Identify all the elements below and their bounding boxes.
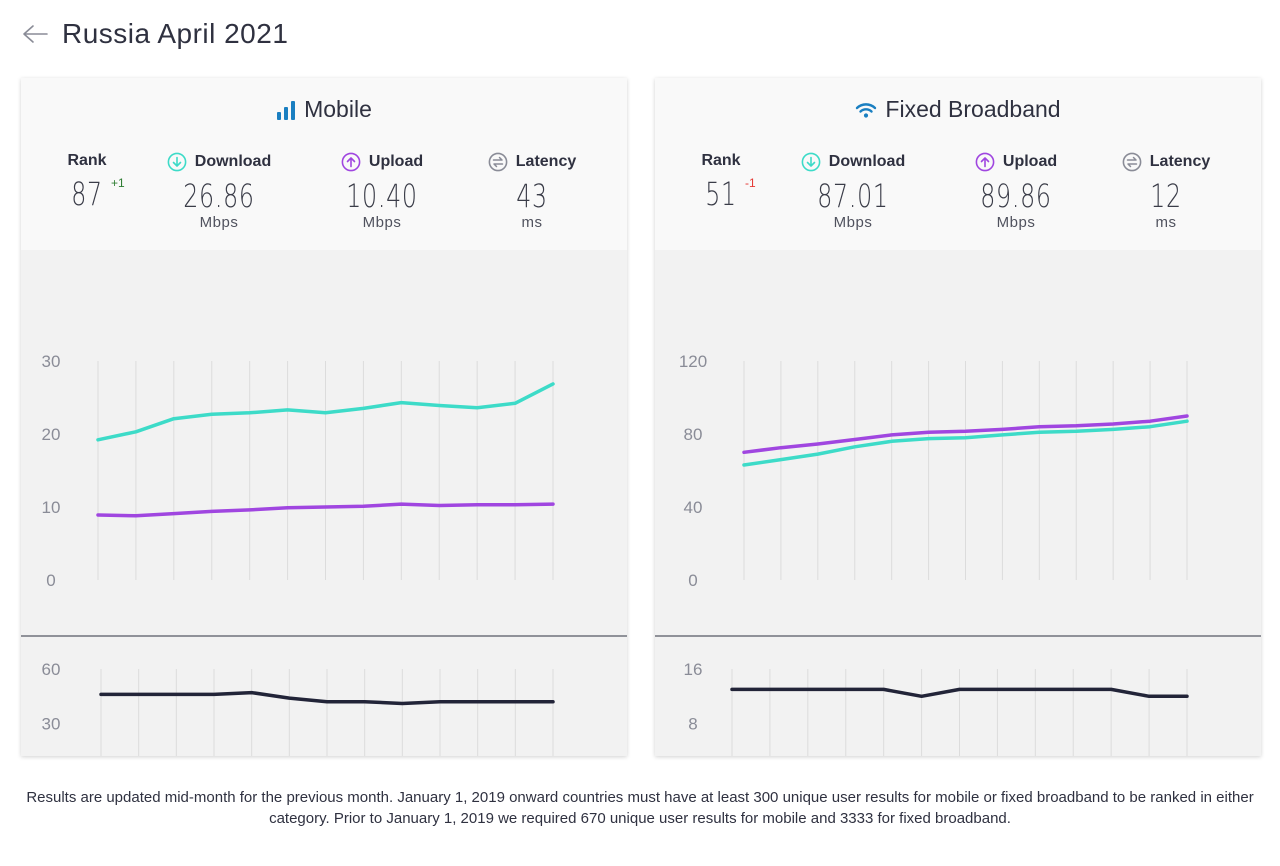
latency-icon — [1122, 152, 1142, 172]
mobile-latency-y-tick-label: 60 — [42, 660, 61, 679]
mobile-latency: Latency 43 ms — [479, 152, 585, 231]
mobile-latency-y-tick-label: 30 — [42, 715, 61, 734]
page-title: Russia April 2021 — [62, 18, 289, 49]
mobile-download-unit: Mbps — [199, 214, 239, 231]
mobile-download-value: 26.86 — [183, 177, 255, 215]
fixed-speed-download-line — [742, 419, 1189, 467]
fixed-upload-unit: Mbps — [996, 214, 1036, 231]
mobile-speed-y-tick-label: 30 — [42, 352, 61, 371]
wifi-icon — [855, 101, 877, 119]
fixed-download: Download 87.01 Mbps — [793, 152, 913, 231]
upload-arrow-icon — [341, 152, 361, 172]
mobile-upload: Upload 10.40 Mbps — [327, 152, 437, 231]
fixed-download-value: 87.01 — [817, 177, 889, 215]
fixed-broadband-card: Fixed Broadband Rank 51 -1 Download 87.0… — [655, 78, 1261, 756]
download-label: Download — [828, 153, 906, 170]
mobile-chart-svg: 01020300306004 / 202004 / 2021 — [21, 352, 627, 756]
mobile-speed-y-tick-label: 10 — [42, 498, 61, 517]
back-arrow-icon[interactable] — [20, 19, 50, 49]
mobile-charts: 01020300306004 / 202004 / 2021 — [21, 250, 627, 756]
mobile-speed-y-tick-label: 0 — [46, 571, 55, 590]
fixed-summary: Fixed Broadband Rank 51 -1 Download 87.0… — [655, 78, 1261, 250]
rank-label: Rank — [67, 152, 107, 169]
fixed-latency-y-tick-label: 16 — [684, 660, 703, 679]
fixed-rank-change: -1 — [745, 176, 756, 190]
fixed-upload: Upload 89.86 Mbps — [961, 152, 1071, 231]
mobile-download: Download 26.86 Mbps — [159, 152, 279, 231]
download-arrow-icon — [167, 152, 187, 172]
upload-label: Upload — [1002, 153, 1058, 170]
mobile-latency-value: 43 — [516, 177, 548, 215]
fixed-latency-y-tick-label: 8 — [688, 715, 697, 734]
mobile-speed-upload-line — [96, 502, 555, 518]
mobile-title-text: Mobile — [304, 96, 372, 122]
fixed-upload-value: 89.86 — [980, 177, 1052, 215]
fixed-latency-value: 12 — [1150, 177, 1182, 215]
mobile-rank-change: +1 — [111, 176, 125, 190]
fixed-charts: 04080120081604 / 202004 / 2021 — [655, 250, 1261, 756]
fixed-download-unit: Mbps — [833, 214, 873, 231]
fixed-speed-y-tick-label: 120 — [679, 352, 707, 371]
upload-label: Upload — [368, 153, 424, 170]
mobile-upload-unit: Mbps — [362, 214, 402, 231]
footnote: Results are updated mid-month for the pr… — [26, 789, 1254, 827]
mobile-rank: Rank 87 +1 — [57, 152, 124, 213]
fixed-latency: Latency 12 ms — [1113, 152, 1219, 231]
fixed-latency-unit: ms — [1155, 214, 1177, 231]
mobile-speed-download-line — [96, 382, 555, 442]
download-label: Download — [194, 153, 272, 170]
fixed-speed-y-tick-label: 80 — [684, 425, 703, 444]
fixed-speed-upload-line — [742, 414, 1189, 455]
fixed-latency-latency-line — [730, 687, 1189, 699]
mobile-latency-unit: ms — [521, 214, 543, 231]
upload-arrow-icon — [975, 152, 995, 172]
fixed-speed-y-tick-label: 40 — [684, 498, 703, 517]
fixed-chart-svg: 04080120081604 / 202004 / 2021 — [655, 352, 1261, 756]
fixed-rank-value: 51 — [705, 175, 737, 213]
download-arrow-icon — [801, 152, 821, 172]
fixed-title: Fixed Broadband — [655, 96, 1261, 123]
latency-label: Latency — [515, 153, 577, 170]
fixed-rank: Rank 51 -1 — [691, 152, 755, 213]
mobile-title: Mobile — [21, 96, 627, 123]
latency-icon — [488, 152, 508, 172]
mobile-latency-latency-line — [99, 690, 555, 706]
rank-label: Rank — [701, 152, 741, 169]
page-header: Russia April 2021 — [20, 14, 288, 54]
mobile-speed-y-tick-label: 20 — [42, 425, 61, 444]
fixed-speed-y-tick-label: 0 — [688, 571, 697, 590]
mobile-upload-value: 10.40 — [346, 177, 418, 215]
mobile-summary: Mobile Rank 87 +1 Download 26.86 Mbps Up… — [21, 78, 627, 250]
mobile-rank-value: 87 — [71, 175, 103, 213]
mobile-card: Mobile Rank 87 +1 Download 26.86 Mbps Up… — [21, 78, 627, 756]
latency-label: Latency — [1149, 153, 1211, 170]
fixed-title-text: Fixed Broadband — [885, 96, 1061, 122]
signal-bars-icon — [276, 99, 296, 121]
